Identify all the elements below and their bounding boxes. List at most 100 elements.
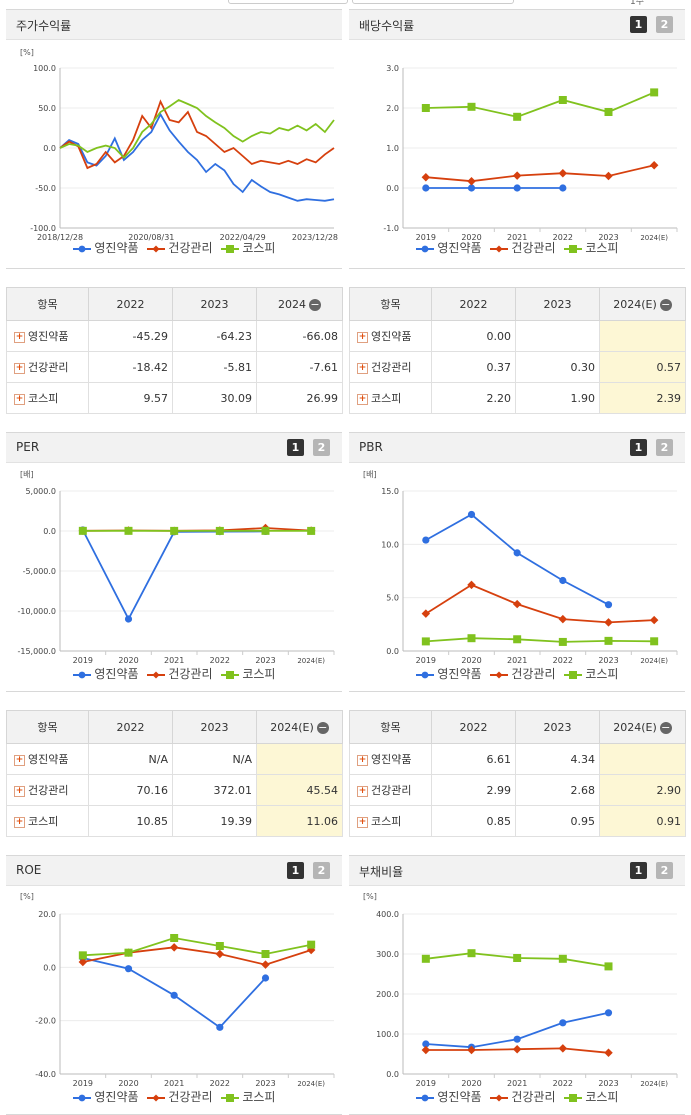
series-line [59,98,335,159]
expand-icon[interactable]: + [357,331,368,343]
row-label[interactable]: + 코스피 [349,382,432,414]
collapse-icon[interactable]: − [659,297,672,311]
legend-item[interactable]: 영진약품 [415,239,482,256]
legend-item[interactable]: 건강관리 [146,665,213,682]
row-label[interactable]: + 영진약품 [6,320,89,352]
row-label[interactable]: + 코스피 [6,805,89,837]
row-label[interactable]: + 영진약품 [349,320,432,352]
legend-swatch [563,670,582,679]
row-label[interactable]: + 건강관리 [349,774,432,806]
row-label[interactable]: + 코스피 [349,805,432,837]
view-1-button[interactable]: 1 [630,439,647,456]
legend-item[interactable]: 건강관리 [489,665,556,682]
legend-item[interactable]: 코스피 [563,239,618,256]
x-tick-label: 2020/08/31 [128,233,174,242]
collapse-icon[interactable]: − [659,720,672,734]
row-label[interactable]: + 코스피 [6,382,89,414]
row-label[interactable]: + 건강관리 [349,351,432,383]
legend-label: 영진약품 [90,667,139,681]
data-point [215,949,225,959]
expand-icon[interactable]: + [14,393,25,405]
legend-item[interactable]: 건강관리 [146,239,213,256]
x-tick-label: 2019 [73,656,93,665]
view-2-button[interactable]: 2 [313,439,330,456]
view-2-button[interactable]: 2 [656,16,673,33]
y-tick-label: 300.0 [376,950,399,959]
data-point [261,950,270,958]
series-line [425,637,655,643]
expand-icon[interactable]: + [357,362,368,374]
view-2-button[interactable]: 2 [313,862,330,879]
legend-item[interactable]: 코스피 [220,239,275,256]
expand-icon[interactable]: + [14,816,25,828]
legend-label: 코스피 [581,667,619,681]
expand-icon[interactable]: + [14,331,25,343]
legend-item[interactable]: 건강관리 [489,239,556,256]
view-2-button[interactable]: 2 [656,439,673,456]
view-1-button[interactable]: 1 [630,862,647,879]
x-tick-label: 2021 [164,656,184,665]
period-select-partial[interactable] [228,0,348,4]
table-cell [599,320,686,352]
expand-icon[interactable]: + [14,754,25,766]
x-tick-label: 2022 [210,656,230,665]
legend-item[interactable]: 건강관리 [489,1088,556,1105]
data-point [513,549,521,557]
data-point [170,526,179,535]
table-cell: 45.54 [256,774,343,806]
view-1-button[interactable]: 1 [287,439,304,456]
x-tick-label: 2021 [507,1079,527,1088]
x-tick-label: 2020 [461,233,481,242]
legend-swatch [489,244,508,253]
expand-icon[interactable]: + [357,754,368,766]
expand-icon[interactable]: + [357,816,368,828]
legend-item[interactable]: 코스피 [563,665,619,682]
legend-item[interactable]: 코스피 [220,1088,275,1105]
row-label[interactable]: + 영진약품 [349,743,432,775]
row-label[interactable]: + 건강관리 [6,351,89,383]
legend-item[interactable]: 건강관리 [146,1088,213,1105]
x-tick-label: 2024(E) [640,1080,668,1088]
data-point [421,1045,431,1055]
collapse-icon[interactable]: − [309,297,321,311]
pbr-panel: PBR 1 2 [배] 15.0 10.0 5.0 0.0 2019 2020 2021 20… [349,432,685,692]
y-tick-label: 100.0 [376,1030,399,1039]
data-point [307,940,316,949]
table-row: + 건강관리 2.99 2.68 2.90 [349,774,686,806]
legend-item[interactable]: 영진약품 [72,665,139,682]
row-label[interactable]: + 영진약품 [6,743,89,775]
expand-icon[interactable]: + [14,362,25,374]
legend-item[interactable]: 영진약품 [72,239,139,256]
legend-swatch [563,244,582,253]
column-header: 항목 [6,710,89,744]
legend-label: 영진약품 [90,241,139,255]
row-label[interactable]: + 건강관리 [6,774,89,806]
period-select-partial-2[interactable] [352,0,514,4]
legend-item[interactable]: 영진약품 [72,1088,139,1105]
expand-icon[interactable]: + [14,785,25,797]
legend-item[interactable]: 영진약품 [415,1088,482,1105]
panel-header: 주가수익률 [6,10,342,40]
series-line [425,513,609,606]
view-1-button[interactable]: 1 [630,16,647,33]
y-tick-label: -15,000.0 [17,647,56,656]
legend-item[interactable]: 코스피 [563,1088,618,1105]
data-point [422,1040,430,1048]
expand-icon[interactable]: + [357,785,368,797]
legend-label: 영진약품 [433,241,482,255]
x-tick-label: 2023 [598,1079,618,1088]
legend-swatch [415,1094,434,1101]
x-tick-label: 2021 [164,1079,184,1088]
view-1-button[interactable]: 1 [287,862,304,879]
legend-label: 영진약품 [90,1090,139,1104]
expand-icon[interactable]: + [357,393,368,405]
collapse-icon[interactable]: − [316,720,329,734]
view-2-button[interactable]: 2 [656,862,673,879]
unit-label: [%] [20,48,34,57]
legend-item[interactable]: 코스피 [220,665,275,682]
series-line [425,583,655,624]
roe-panel: ROE 1 2 [%] 20.0 0.0 -20.0 -40.0 2019 2020 202… [6,855,342,1115]
column-header: 2022 [431,710,516,744]
data-point [261,526,270,535]
legend-item[interactable]: 영진약품 [415,665,482,682]
